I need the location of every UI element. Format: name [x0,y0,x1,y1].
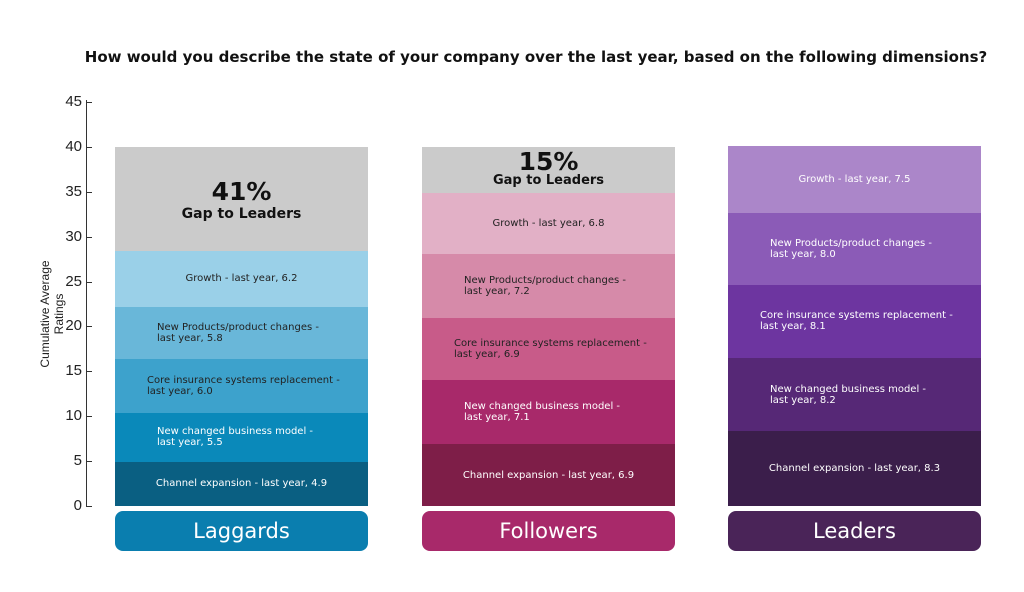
y-tick-label: 0 [73,497,82,514]
chart-title: How would you describe the state of your… [84,48,988,66]
segment-label-line: last year, 8.2 [770,394,836,406]
segment-label-line: last year, 7.2 [464,285,530,297]
segment-label-line: Channel expansion - last year, 4.9 [155,478,328,490]
segment-label-line: New changed business model - [464,401,621,413]
gap-label: 41% Gap to Leaders [115,177,368,222]
y-tick-mark [86,326,92,328]
segment-label: New changed business model - last year, 7… [464,401,620,423]
y-tick-mark [86,371,92,373]
bar-segment: Channel expansion - last year, 8.3 [728,431,981,506]
bar-segment: New Products/product changes - last year,… [728,213,981,286]
segment-label-line: Channel expansion - last year, 8.3 [768,463,941,475]
gap-percent: 15% [518,146,579,176]
bar-segment: New changed business model - last year, 8… [728,357,981,432]
y-tick-label: 40 [65,137,82,155]
y-tick-mark [86,506,92,507]
bar-segment: New Products/product changes - last year,… [115,306,368,359]
bar-segment: Growth - last year, 6.2 [115,250,368,307]
segment-label-line: Growth - last year, 6.2 [185,273,298,285]
bar-segment: New changed business model - last year, 7… [422,380,675,445]
y-tick-label: 15 [65,362,82,380]
y-tick-mark [86,416,92,418]
segment-label-line: New changed business model - [770,383,927,395]
segment-label: Channel expansion - last year, 8.3 [769,463,940,474]
bar-segment: New changed business model - last year, 5… [115,412,368,462]
segment-label: Core insurance systems replacement - last… [147,375,340,397]
category-label: Laggards [115,511,368,551]
segment-label-line: last year, 6.9 [454,349,520,361]
bar-segment: New Products/product changes - last year,… [422,253,675,319]
y-tick-label: 5 [73,452,82,470]
segment-label-line: last year, 5.8 [157,332,223,344]
category-label: Followers [422,511,675,551]
segment-label: New changed business model - last year, 5… [157,426,313,448]
segment-label: New changed business model - last year, 8… [770,384,926,406]
bar-segment: Channel expansion - last year, 4.9 [115,461,368,506]
y-tick-mark [86,146,92,148]
segment-label: New Products/product changes - last year,… [157,322,319,344]
segment-label-line: Core insurance systems replacement - [147,374,340,386]
segment-label-line: New changed business model - [157,426,314,438]
y-tick-label: 45 [65,92,82,110]
segment-label-line: last year, 8.0 [770,249,836,261]
bar-segment: Core insurance systems replacement - last… [115,358,368,413]
bar-segment: Channel expansion - last year, 6.9 [422,444,675,506]
y-tick-label: 20 [65,317,82,335]
segment-label-line: Channel expansion - last year, 6.9 [462,469,635,481]
bar-segment: Core insurance systems replacement - last… [728,285,981,358]
segment-label-line: last year, 8.1 [760,321,826,333]
segment-label: Channel expansion - last year, 4.9 [156,478,327,489]
y-tick-mark [86,461,92,463]
segment-label-line: Growth - last year, 7.5 [798,174,911,186]
y-tick-label: 25 [65,272,82,290]
segment-label-line: Core insurance systems replacement - [454,338,647,350]
y-tick-label: 30 [65,227,82,245]
category-label: Leaders [728,511,981,551]
gap-label: 15% Gap to Leaders [422,149,675,188]
gap-text: Gap to Leaders [492,172,605,188]
bar-segment: Growth - last year, 7.5 [728,145,981,214]
gap-text: Gap to Leaders [181,205,302,222]
segment-label-line: last year, 6.0 [147,385,213,397]
segment-label-line: New Products/product changes - [157,321,319,333]
segment-label: Core insurance systems replacement - last… [760,310,953,332]
segment-label: Growth - last year, 6.8 [493,218,605,229]
segment-label-line: last year, 5.5 [157,437,223,449]
segment-label-line: last year, 7.1 [464,412,530,424]
segment-label: Core insurance systems replacement - last… [454,338,647,360]
y-tick-label: 35 [65,182,82,200]
y-tick-label: 10 [65,407,82,425]
segment-label-line: Growth - last year, 6.8 [492,217,605,229]
segment-label-line: Core insurance systems replacement - [760,310,953,322]
gap-segment [115,146,368,251]
segment-label: Channel expansion - last year, 6.9 [463,470,634,481]
segment-label-line: New Products/product changes - [770,238,932,250]
bar-segment: Growth - last year, 6.8 [422,192,675,254]
bar-segment: Core insurance systems replacement - last… [422,318,675,381]
y-tick-mark [86,101,92,103]
y-tick-mark [86,236,92,238]
y-tick-mark [86,191,92,193]
gap-percent: 41% [211,176,272,206]
gap-segment [422,146,675,193]
y-tick-mark [86,281,92,283]
y-axis-line [86,100,87,506]
segment-label-line: New Products/product changes - [464,274,626,286]
segment-label: Growth - last year, 7.5 [799,174,911,185]
segment-label: New Products/product changes - last year,… [770,238,932,260]
segment-label: New Products/product changes - last year,… [464,275,626,297]
segment-label: Growth - last year, 6.2 [186,273,298,284]
